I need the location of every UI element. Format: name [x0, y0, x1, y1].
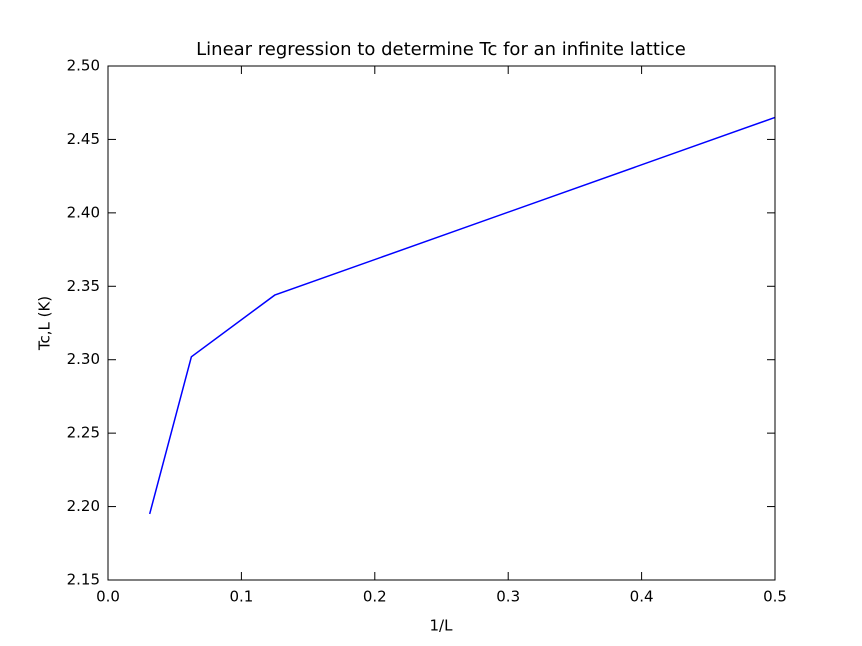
x-tick-label: 0.4 — [630, 588, 654, 606]
y-tick-label: 2.35 — [67, 277, 100, 295]
y-tick-label: 2.30 — [67, 350, 100, 368]
data-line — [148, 116, 776, 515]
y-tick-label: 2.40 — [67, 203, 100, 221]
chart-title: Linear regression to determine Tc for an… — [196, 39, 686, 60]
plot-frame — [107, 65, 776, 581]
y-tick-label: 2.20 — [67, 497, 100, 515]
x-tick-label: 0.0 — [96, 588, 120, 606]
x-axis-label: 1/L — [430, 617, 454, 635]
y-tick-label: 2.25 — [67, 424, 100, 442]
x-tick-label: 0.5 — [763, 588, 787, 606]
y-tick-label: 2.15 — [67, 571, 100, 589]
y-axis-label: Tc,L (K) — [36, 296, 54, 351]
x-tick-label: 0.3 — [496, 588, 520, 606]
x-tick-label: 0.2 — [363, 588, 387, 606]
x-tick-label: 0.1 — [229, 588, 253, 606]
y-tick-label: 2.50 — [67, 57, 100, 75]
y-tick-label: 2.45 — [67, 130, 100, 148]
